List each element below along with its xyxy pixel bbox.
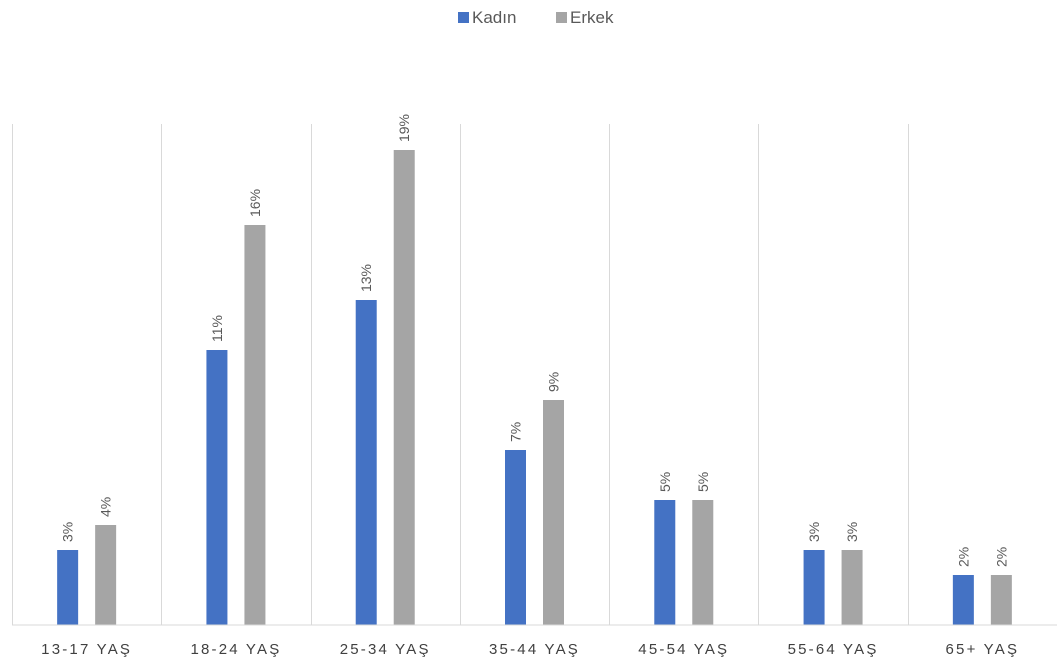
data-label-erkek: 3%	[844, 522, 860, 542]
bar-kadın	[57, 550, 79, 625]
bars	[57, 150, 1012, 625]
bar-erkek	[244, 225, 266, 625]
category-label: 45-54 YAŞ	[638, 641, 729, 658]
bar-erkek	[543, 400, 564, 625]
data-label-kadın: 13%	[358, 264, 374, 292]
legend-label-erkek: Erkek	[570, 8, 614, 27]
data-label-erkek: 16%	[247, 189, 263, 217]
bar-kadın	[654, 500, 676, 625]
bar-erkek	[692, 500, 714, 625]
bar-erkek	[95, 525, 117, 625]
bar-erkek	[393, 150, 415, 625]
data-label-kadın: 2%	[955, 547, 971, 567]
category-label: 13-17 YAŞ	[41, 641, 132, 658]
category-labels: 13-17 YAŞ 18-24 YAŞ 25-34 YAŞ 35-44 YAŞ 45-5…	[41, 641, 1020, 658]
bar-erkek	[841, 550, 863, 625]
bar-kadın	[206, 350, 228, 625]
legend-swatch-erkek	[556, 12, 567, 23]
bar-kadın	[505, 450, 526, 625]
data-label-erkek: 19%	[396, 114, 412, 142]
data-label-erkek: 5%	[695, 472, 711, 492]
data-label-erkek: 2%	[993, 547, 1009, 567]
legend: Kadın Erkek	[458, 8, 614, 27]
category-label: 65+ YAŞ	[946, 641, 1020, 658]
data-label-kadın: 5%	[657, 472, 673, 492]
legend-swatch-kadın	[458, 12, 469, 23]
data-label-kadın: 3%	[60, 522, 76, 542]
data-label-kadın: 3%	[806, 522, 822, 542]
category-separators	[12, 124, 909, 625]
bar-kadın	[355, 300, 377, 625]
legend-label-kadın: Kadın	[472, 8, 516, 27]
bar-erkek	[990, 575, 1012, 625]
data-label-erkek: 9%	[546, 372, 562, 392]
bar-kadın	[803, 550, 825, 625]
data-label-erkek: 4%	[98, 497, 114, 517]
category-label: 35-44 YAŞ	[489, 641, 580, 658]
bar-kadın	[952, 575, 974, 625]
category-label: 18-24 YAŞ	[190, 641, 281, 658]
data-label-kadın: 11%	[209, 315, 225, 342]
category-label: 55-64 YAŞ	[788, 641, 879, 658]
data-labels: 3% 4% 11% 16% 13% 19% 7% 9% 5% 5% 3% 3% 2% 2%	[60, 114, 1010, 567]
data-label-kadın: 7%	[508, 422, 524, 442]
category-label: 25-34 YAŞ	[340, 641, 431, 658]
